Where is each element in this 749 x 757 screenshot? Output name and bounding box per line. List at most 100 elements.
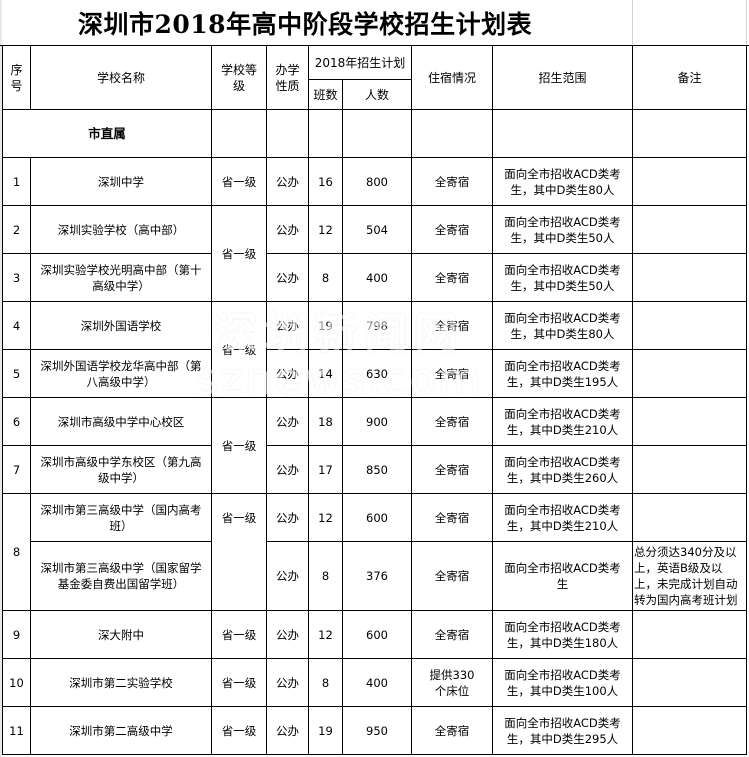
header-classes: 班数 bbox=[308, 79, 343, 110]
empty-cell bbox=[411, 109, 494, 158]
cell-students: 504 bbox=[341, 205, 413, 254]
cell-level: 省一级 bbox=[211, 157, 267, 206]
cell-name: 深圳外国语学校龙华高中部（第八高级中学） bbox=[30, 349, 212, 398]
cell-no: 3 bbox=[2, 253, 31, 302]
cell-level: 省一级 bbox=[211, 301, 267, 398]
cell-students: 400 bbox=[341, 253, 413, 302]
cell-type: 公办 bbox=[266, 493, 309, 542]
table-row: 9 深大附中 省一级 公办 12 600 全寄宿 面向全市招收ACD类考生，其中D类生180人 bbox=[2, 610, 748, 659]
cell-classes: 19 bbox=[308, 706, 343, 755]
cell-scope: 面向全市招收ACD类考生，其中D类生80人 bbox=[492, 157, 634, 206]
cell-remark bbox=[632, 349, 748, 398]
group-row: 市直属 bbox=[2, 109, 748, 158]
table-row: 5 深圳外国语学校龙华高中部（第八高级中学） 公办 14 630 全寄宿 面向全市招收ACD… bbox=[2, 349, 748, 398]
cell-scope: 面向全市招收ACD类考生，其中D类生210人 bbox=[492, 493, 634, 542]
cell-type: 公办 bbox=[266, 301, 309, 350]
cell-no: 5 bbox=[2, 349, 31, 398]
cell-no: 7 bbox=[2, 445, 31, 494]
cell-scope: 面向全市招收ACD类考生，其中D类生100人 bbox=[492, 658, 634, 707]
header-row: 序号 学校名称 学校等级 办学性质 2018年招生计划 住宿情况 招生范围 备注 bbox=[2, 45, 748, 110]
cell-students: 600 bbox=[341, 493, 413, 542]
table-row: 3 深圳实验学校光明高中部（第十高级中学） 公办 8 400 全寄宿 面向全市招收ACD类考… bbox=[2, 253, 748, 302]
cell-name: 深圳市第三高级中学（国家留学基金委自费出国留学班） bbox=[30, 541, 212, 611]
cell-students: 630 bbox=[341, 349, 413, 398]
cell-remark bbox=[632, 397, 748, 446]
cell-students: 900 bbox=[341, 397, 413, 446]
cell-no: 4 bbox=[2, 301, 31, 350]
cell-students: 400 bbox=[341, 658, 413, 707]
cell-scope: 面向全市招收ACD类考生，其中D类生295人 bbox=[492, 706, 634, 755]
cell-no: 9 bbox=[2, 610, 31, 659]
cell-level: 省一级 bbox=[211, 610, 267, 659]
group-label: 市直属 bbox=[2, 109, 212, 158]
cell-type: 公办 bbox=[266, 541, 309, 611]
cell-level: 省一级 bbox=[211, 706, 267, 755]
sheet-edge bbox=[0, 0, 2, 757]
cell-classes: 17 bbox=[308, 445, 343, 494]
cell-dorm: 全寄宿 bbox=[411, 253, 494, 302]
empty-cell bbox=[266, 109, 309, 158]
cell-students: 600 bbox=[341, 610, 413, 659]
cell-classes: 12 bbox=[308, 493, 343, 542]
cell-classes: 8 bbox=[308, 541, 343, 611]
cell-no: 6 bbox=[2, 397, 31, 446]
cell-scope: 面向全市招收ACD类考生 bbox=[492, 541, 634, 611]
cell-students: 376 bbox=[341, 541, 413, 611]
cell-classes: 18 bbox=[308, 397, 343, 446]
cell-type: 公办 bbox=[266, 349, 309, 398]
header-remark: 备注 bbox=[632, 45, 748, 110]
cell-remark bbox=[632, 658, 748, 707]
subheader-row: 班数 人数 bbox=[3, 79, 747, 110]
cell-level: 省一级 bbox=[211, 397, 267, 494]
cell-dorm: 全寄宿 bbox=[411, 706, 494, 755]
gridline bbox=[746, 0, 747, 45]
header-type: 办学性质 bbox=[266, 45, 309, 110]
cell-dorm: 全寄宿 bbox=[411, 493, 494, 542]
header-dorm: 住宿情况 bbox=[411, 45, 494, 110]
cell-level: 省一级 bbox=[211, 493, 267, 611]
cell-type: 公办 bbox=[266, 157, 309, 206]
cell-classes: 8 bbox=[308, 253, 343, 302]
cell-students: 800 bbox=[341, 157, 413, 206]
cell-no: 11 bbox=[2, 706, 31, 755]
header-name: 学校名称 bbox=[30, 45, 212, 110]
table-row: 4 深圳外国语学校 省一级 公办 19 798 全寄宿 面向全市招收ACD类考生，其中D类生8… bbox=[2, 301, 748, 398]
cell-name: 深圳中学 bbox=[30, 157, 212, 206]
cell-type: 公办 bbox=[266, 610, 309, 659]
title-row: 深圳市2018年高中阶段学校招生计划表 bbox=[0, 0, 749, 46]
cell-name: 深圳实验学校（高中部） bbox=[30, 205, 212, 254]
cell-no: 1 bbox=[2, 157, 31, 206]
cell-dorm: 全寄宿 bbox=[411, 157, 494, 206]
cell-name: 深圳市第二高级中学 bbox=[30, 706, 212, 755]
table-row: 6 深圳市高级中学中心校区 省一级 公办 18 900 全寄宿 面向全市招收ACD类考生，其中… bbox=[2, 397, 748, 494]
cell-remark bbox=[632, 445, 748, 494]
cell-remark bbox=[632, 706, 748, 755]
table-row: 深圳市第三高级中学（国家留学基金委自费出国留学班） 公办 8 376 全寄宿 面向全市招收… bbox=[3, 541, 748, 611]
cell-name: 深圳实验学校光明高中部（第十高级中学） bbox=[30, 253, 212, 302]
cell-scope: 面向全市招收ACD类考生，其中D类生50人 bbox=[492, 253, 634, 302]
empty-cell bbox=[211, 109, 267, 158]
cell-classes: 12 bbox=[308, 610, 343, 659]
cell-students: 798 bbox=[341, 301, 413, 350]
table-row: 10 深圳市第二实验学校 省一级 公办 8 400 提供330个床位 面向全市招收ACD类考生… bbox=[2, 658, 748, 707]
cell-no: 2 bbox=[2, 205, 31, 254]
cell-remark: 总分须达340分及以上，英语B级及以上，未完成计划自动转为国内高考班计划 bbox=[632, 541, 748, 611]
cell-dorm: 全寄宿 bbox=[411, 205, 494, 254]
cell-type: 公办 bbox=[266, 397, 309, 446]
empty-cell bbox=[341, 109, 413, 158]
empty-cell bbox=[632, 109, 748, 158]
cell-remark bbox=[632, 253, 748, 302]
cell-level: 省一级 bbox=[211, 658, 267, 707]
page-title: 深圳市2018年高中阶段学校招生计划表 bbox=[78, 10, 533, 39]
enrollment-plan-table: 序号 学校名称 学校等级 办学性质 2018年招生计划 住宿情况 招生范围 备注… bbox=[2, 45, 748, 755]
cell-name: 深大附中 bbox=[30, 610, 212, 659]
cell-type: 公办 bbox=[266, 253, 309, 302]
cell-dorm: 提供330个床位 bbox=[411, 658, 494, 707]
cell-no: 10 bbox=[2, 658, 31, 707]
table-row: 1 深圳中学 省一级 公办 16 800 全寄宿 面向全市招收ACD类考生，其中D类生80人 bbox=[2, 157, 748, 206]
cell-type: 公办 bbox=[266, 658, 309, 707]
table-row: 7 深圳市高级中学东校区（第九高级中学） 公办 17 850 全寄宿 面向全市招收ACD类考… bbox=[2, 445, 748, 494]
header-students: 人数 bbox=[341, 79, 413, 110]
cell-dorm: 全寄宿 bbox=[411, 445, 494, 494]
header-scope: 招生范围 bbox=[492, 45, 634, 110]
